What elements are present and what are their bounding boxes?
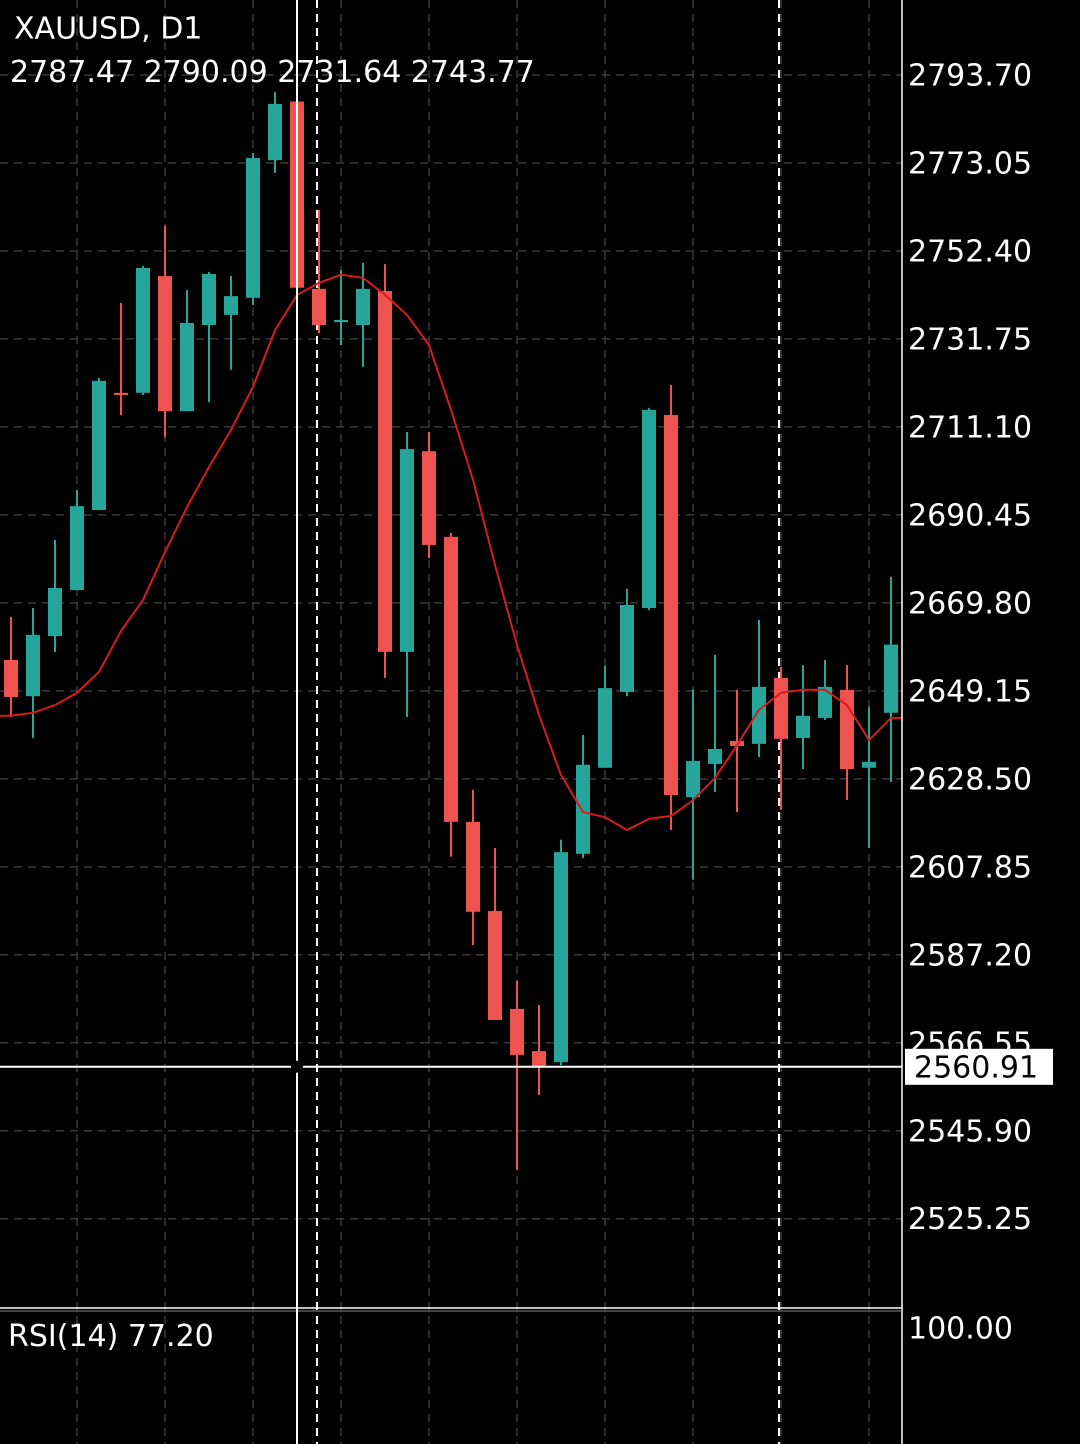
candle-body — [620, 605, 634, 692]
candle-body — [554, 852, 568, 1063]
y-tick-label: 2731.75 — [908, 322, 1032, 357]
rsi-tick-label: 100.00 — [908, 1312, 1013, 1347]
candle-body — [334, 319, 348, 323]
y-tick-label: 2649.15 — [908, 674, 1032, 709]
candle-body — [48, 587, 62, 637]
y-tick-label: 2669.80 — [908, 586, 1032, 621]
candle-body — [180, 322, 194, 412]
price-axis: 2793.70 2773.05 2752.40 2731.75 2711.10 2690.… — [908, 58, 1032, 1237]
crosshair-price-box — [905, 1048, 1053, 1085]
candle-body — [356, 288, 370, 326]
y-tick-label: 2628.50 — [908, 762, 1032, 797]
candle-body — [598, 688, 612, 768]
candle-body — [510, 1008, 524, 1055]
candle-body — [158, 276, 172, 412]
candle-body — [884, 644, 898, 713]
y-tick-label: 2752.40 — [908, 234, 1032, 269]
candle-body — [378, 290, 392, 652]
candle-body — [818, 686, 832, 718]
y-tick-label: 2545.90 — [908, 1114, 1032, 1149]
y-tick-label: 2587.20 — [908, 938, 1032, 973]
candle-body — [70, 506, 84, 591]
y-tick-label: 2525.25 — [908, 1202, 1032, 1237]
rsi-header: RSI(14) 77.20 — [8, 1319, 214, 1354]
candle-body — [576, 764, 590, 854]
y-tick-label: 2793.70 — [908, 58, 1032, 93]
candle-body — [246, 158, 260, 298]
candle-body — [752, 686, 766, 744]
ohlc-close: 2743.77 — [411, 55, 535, 90]
moving-average — [0, 273, 902, 832]
candle-body — [422, 451, 436, 545]
candle-body — [686, 760, 700, 798]
candle-body — [774, 677, 788, 739]
candle-body — [532, 1051, 546, 1067]
candle-body — [796, 715, 810, 738]
candle-body — [136, 267, 150, 393]
candle-body — [862, 761, 876, 768]
candle-body — [312, 288, 326, 326]
y-tick-label: 2773.05 — [908, 146, 1032, 181]
candle-body — [202, 273, 216, 326]
crosshair-center — [291, 1060, 303, 1073]
ohlc-header: 2787.47 2790.09 2731.64 2743.77 — [10, 55, 535, 90]
candle-body — [4, 659, 18, 698]
candle-body — [268, 103, 282, 161]
rsi-title: RSI(14) — [8, 1319, 118, 1354]
candle-body — [466, 821, 480, 912]
crosshair-price-label: 2560.91 — [914, 1050, 1038, 1085]
candle-body — [224, 296, 238, 315]
ohlc-open: 2787.47 — [10, 55, 134, 90]
candle-body — [642, 409, 656, 608]
candle-body — [400, 449, 414, 652]
rsi-value: 77.20 — [128, 1319, 214, 1354]
ohlc-high: 2790.09 — [144, 55, 268, 90]
candle-body — [664, 414, 678, 796]
candle-body — [114, 392, 128, 395]
ohlc-low: 2731.64 — [277, 55, 401, 90]
candle-body — [26, 634, 40, 697]
candle-body — [708, 749, 722, 764]
y-tick-label: 2607.85 — [908, 850, 1032, 885]
chart-title: XAUUSD, D1 — [14, 12, 202, 47]
candle-body — [488, 910, 502, 1020]
candle-body — [92, 380, 106, 510]
y-tick-label: 2690.45 — [908, 498, 1032, 533]
y-tick-label: 2711.10 — [908, 410, 1032, 445]
candle-body — [444, 536, 458, 822]
candles — [0, 90, 902, 1170]
